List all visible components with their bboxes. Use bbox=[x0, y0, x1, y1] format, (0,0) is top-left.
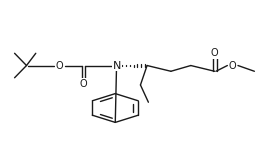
Text: N: N bbox=[112, 60, 121, 71]
Text: O: O bbox=[80, 78, 87, 89]
Text: O: O bbox=[229, 60, 236, 71]
Text: O: O bbox=[211, 48, 218, 58]
Text: O: O bbox=[56, 60, 63, 71]
